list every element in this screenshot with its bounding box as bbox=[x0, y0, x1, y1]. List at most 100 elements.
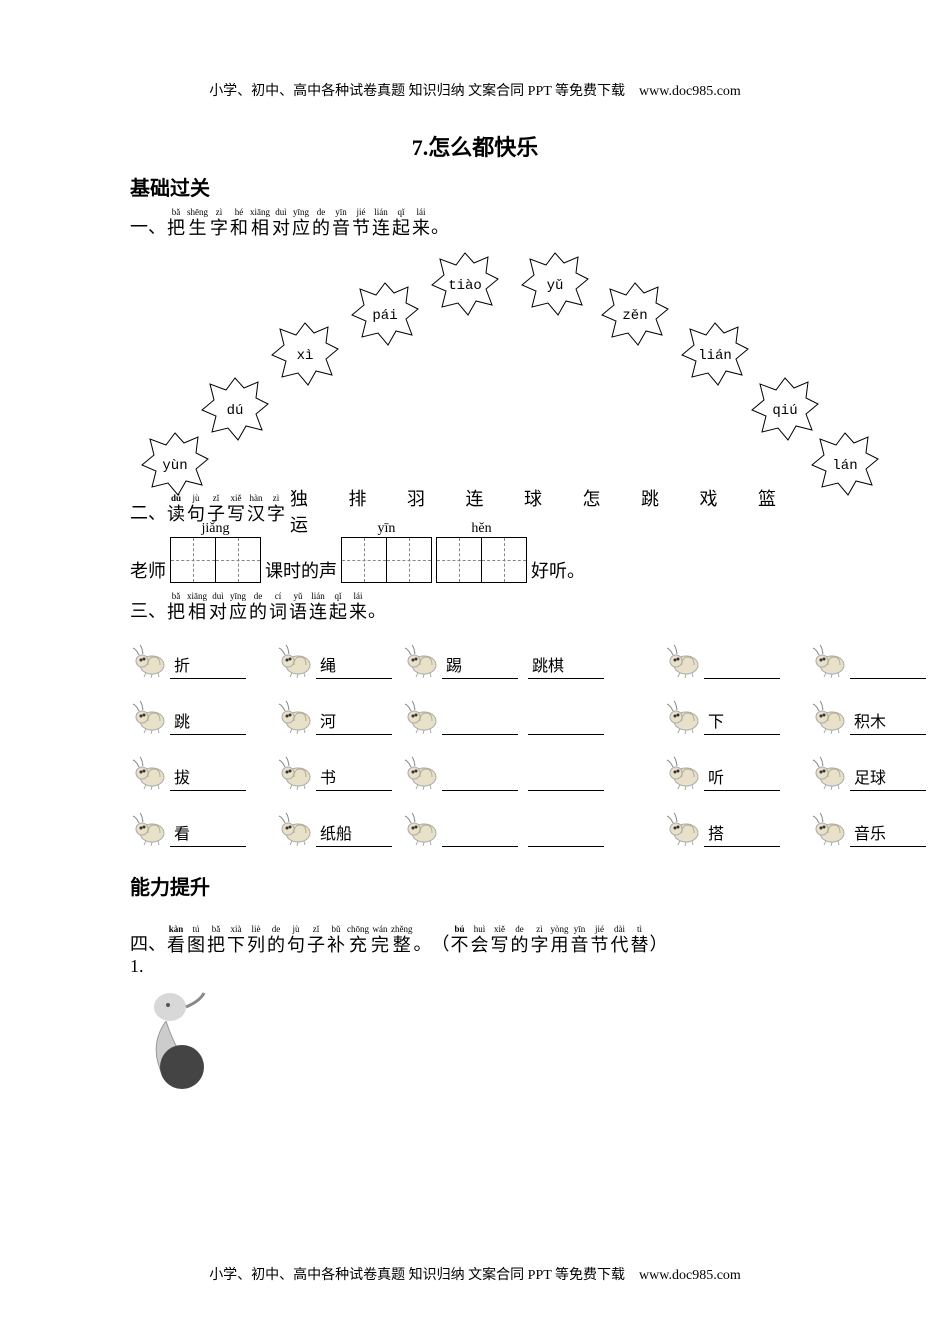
ruby-char: zì字 bbox=[267, 493, 285, 525]
section-ability: 能力提升 bbox=[130, 871, 820, 900]
ruby-char: zì字 bbox=[210, 207, 228, 239]
match-item: 听 bbox=[664, 747, 780, 791]
pinyin-star: tiào bbox=[430, 251, 500, 321]
q3-line: 三、bǎ把xiāng相duì对yīng应de的cí词yǔ语lián连qǐ起lái… bbox=[130, 591, 820, 623]
ruby-char: shēng生 bbox=[187, 207, 208, 239]
ruby-char: yīn音 bbox=[332, 207, 350, 239]
pinyin-star: dú bbox=[200, 376, 270, 446]
ruby-char: de的 bbox=[249, 591, 267, 623]
ruby-char: cí词 bbox=[269, 591, 287, 623]
q4-prefix: 四、 bbox=[130, 934, 166, 954]
match-item: 书 bbox=[276, 747, 392, 791]
match-item bbox=[402, 747, 518, 791]
match-item bbox=[528, 691, 604, 735]
ruby-char: bǎ把 bbox=[167, 591, 185, 623]
q4-suffix: ） bbox=[650, 934, 668, 954]
ruby-char: xiě写 bbox=[491, 924, 509, 956]
tianzige-3 bbox=[436, 537, 527, 583]
match-item bbox=[810, 635, 926, 679]
q1-suffix: 。 bbox=[431, 217, 449, 237]
star-diagram: tiàoyǔpáizěnxìliándúqiúyùnlán bbox=[130, 251, 820, 481]
q2-prefix: 二、 bbox=[130, 503, 166, 523]
ruby-char: duì对 bbox=[272, 207, 290, 239]
ruby-char: zǐ子 bbox=[307, 924, 325, 956]
ruby-char: dú读 bbox=[167, 493, 185, 525]
ruby-char: xiāng相 bbox=[250, 207, 270, 239]
pinyin-star: pái bbox=[350, 281, 420, 351]
ruby-char: yīng应 bbox=[292, 207, 310, 239]
pinyin-star: xì bbox=[270, 321, 340, 391]
match-item: 搭 bbox=[664, 803, 780, 847]
match-item bbox=[664, 635, 780, 679]
match-item bbox=[402, 691, 518, 735]
ruby-char: qǐ起 bbox=[392, 207, 410, 239]
match-item: 跳棋 bbox=[528, 635, 604, 679]
ruby-char: chōng充 bbox=[347, 924, 369, 956]
lesson-title: 7.怎么都快乐 bbox=[130, 130, 820, 162]
section-basic: 基础过关 bbox=[130, 172, 820, 201]
ruby-char: jié节 bbox=[591, 924, 609, 956]
ruby-char: bú不 bbox=[451, 924, 469, 956]
ruby-char: jù句 bbox=[187, 493, 205, 525]
match-item bbox=[528, 803, 604, 847]
ruby-char: jù句 bbox=[287, 924, 305, 956]
match-item: 音乐 bbox=[810, 803, 926, 847]
ruby-char: de的 bbox=[267, 924, 285, 956]
tianzige-1 bbox=[170, 537, 261, 583]
page-footer: 小学、初中、高中各种试卷真题 知识归纳 文案合同 PPT 等免费下载 www.d… bbox=[0, 1264, 950, 1284]
q1-char-row: 独 排 羽 连 球 怎 跳 戏 篮 运 bbox=[290, 485, 820, 537]
q1-line: 一、bǎ把shēng生zì字hé和xiāng相duì对yīng应de的yīn音j… bbox=[130, 207, 820, 239]
ruby-char: yīn音 bbox=[571, 924, 589, 956]
pinyin-star: lán bbox=[810, 431, 880, 501]
ruby-char: dài代 bbox=[611, 924, 629, 956]
ruby-char: bǔ补 bbox=[327, 924, 345, 956]
match-item: 河 bbox=[276, 691, 392, 735]
match-item bbox=[528, 747, 604, 791]
ruby-char: yǔ语 bbox=[289, 591, 307, 623]
pinyin-star: yǔ bbox=[520, 251, 590, 321]
ruby-char: de的 bbox=[511, 924, 529, 956]
match-item: 足球 bbox=[810, 747, 926, 791]
q2-text-b: 课时的声 bbox=[265, 557, 337, 583]
ruby-char: lián连 bbox=[372, 207, 390, 239]
ruby-char: xià下 bbox=[227, 924, 245, 956]
match-item: 折 bbox=[130, 635, 246, 679]
q4-image bbox=[130, 983, 220, 1103]
ruby-char: qǐ起 bbox=[329, 591, 347, 623]
page-header: 小学、初中、高中各种试卷真题 知识归纳 文案合同 PPT 等免费下载 www.d… bbox=[130, 80, 820, 100]
ruby-char: liè列 bbox=[247, 924, 265, 956]
ruby-char: huì会 bbox=[471, 924, 489, 956]
q2-text-c: 好听。 bbox=[531, 557, 585, 583]
pinyin-star: zěn bbox=[600, 281, 670, 351]
match-item: 积木 bbox=[810, 691, 926, 735]
ruby-char: zhěng整 bbox=[391, 924, 413, 956]
ruby-char: xiě写 bbox=[227, 493, 245, 525]
ruby-char: tú图 bbox=[187, 924, 205, 956]
ruby-char: bǎ把 bbox=[207, 924, 225, 956]
match-item bbox=[402, 803, 518, 847]
pinyin-star: lián bbox=[680, 321, 750, 391]
ruby-char: hé和 bbox=[230, 207, 248, 239]
q3-matching: 折跳拔看 绳河书纸船 踢 跳棋 下听搭 积木足球音乐 bbox=[130, 635, 820, 847]
tianzige-2 bbox=[341, 537, 432, 583]
q4-line: 四、kàn看tú图bǎ把xià下liè列de的jù句zǐ子bǔ补chōng充wá… bbox=[130, 924, 820, 956]
match-item: 纸船 bbox=[276, 803, 392, 847]
match-item: 拔 bbox=[130, 747, 246, 791]
q4-mid: 。 （ bbox=[414, 934, 450, 954]
ruby-char: zǐ子 bbox=[207, 493, 225, 525]
match-item: 下 bbox=[664, 691, 780, 735]
match-item: 绳 bbox=[276, 635, 392, 679]
ruby-char: lián连 bbox=[309, 591, 327, 623]
ruby-char: hàn汉 bbox=[247, 493, 265, 525]
ruby-char: de的 bbox=[312, 207, 330, 239]
ruby-char: yīng应 bbox=[229, 591, 247, 623]
ruby-char: jié节 bbox=[352, 207, 370, 239]
q2-text-a: 老师 bbox=[130, 557, 166, 583]
q3-prefix: 三、 bbox=[130, 601, 166, 621]
ruby-char: wán完 bbox=[371, 924, 389, 956]
ruby-char: lái来 bbox=[349, 591, 367, 623]
ruby-char: tì替 bbox=[631, 924, 649, 956]
match-item: 跳 bbox=[130, 691, 246, 735]
ruby-char: duì对 bbox=[209, 591, 227, 623]
match-item: 踢 bbox=[402, 635, 518, 679]
